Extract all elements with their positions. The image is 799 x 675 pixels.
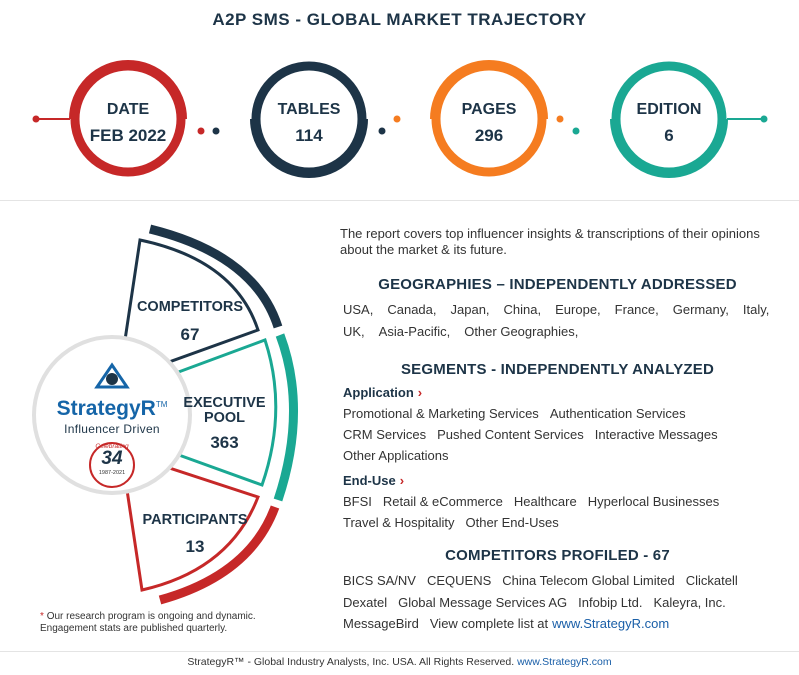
intro-text: The report covers top influencer insight… [340,226,760,257]
stat-tables-value: 114 [295,126,323,145]
stat-pages-value: 296 [474,126,504,145]
list-item: Authentication Services [549,406,686,421]
list-item: BFSI [343,494,372,509]
footer-divider [0,651,799,652]
competitors-heading: COMPETITORS PROFILED - 67 [445,547,670,564]
geo-item: France, [614,302,659,317]
segment-competitors-value: 67 [180,325,200,344]
geographies-line-2: UK, Asia-Pacific, Other Geographies, [343,324,592,339]
stat-edition-graphic [572,61,768,178]
application-row-2: CRM Services Pushed Content Services Inter… [343,427,729,442]
list-item: BICS SA/NV [343,573,416,588]
list-item: MessageBird [343,616,419,631]
geo-item: Canada, [387,302,437,317]
competitors-row-2: Dexatel Global Message Services AG Infobip… [343,595,737,610]
list-item: Promotional & Marketing Services [343,406,539,421]
geo-item: Italy, [742,302,770,317]
stat-date-value: FEB 2022 [89,126,167,145]
segment-participants-value: 13 [185,537,205,556]
logo-trademark: TM [155,400,168,409]
list-item: Travel & Hospitality [343,515,455,530]
list-item: Interactive Messages [594,427,718,442]
stat-tables-graphic [212,61,386,178]
geographies-line-1: USA, Canada, Japan, China, Europe, France, Ger… [343,302,769,317]
view-complete-text: View complete list at [429,616,549,631]
stat-edition-label: EDITION [636,101,702,118]
application-row-1: Promotional & Marketing Services Authenti… [343,406,697,421]
list-item: CRM Services [343,427,427,442]
geo-item: Germany, [672,302,729,317]
list-item: China Telecom Global Limited [502,573,675,588]
list-item: Hyperlocal Businesses [587,494,720,509]
stat-pages-label: PAGES [461,101,517,118]
chevron-right-icon: › [417,385,423,400]
segment-competitors-label: COMPETITORS [136,299,244,315]
list-item: Dexatel [343,595,388,610]
stat-pages-graphic [393,60,564,177]
footer-text: StrategyR™ - Global Industry Analysts, I… [187,656,515,668]
list-item: Retail & eCommerce [382,494,503,509]
page-title: A2P SMS - GLOBAL MARKET TRAJECTORY [212,10,587,29]
list-item: Other Applications [343,448,449,463]
note-star: * [40,611,44,622]
list-item: CEQUENS [426,573,492,588]
footer: StrategyR™ - Global Industry Analysts, I… [0,656,799,668]
segment-executive-value: 363 [210,433,239,452]
competitors-row-1: BICS SA/NV CEQUENS China Telecom Global Li… [343,573,749,588]
stat-edition-value: 6 [664,126,674,145]
application-heading: Application › [343,385,423,400]
enduse-heading: End-Use › [343,473,405,488]
list-item: Global Message Services AG [398,595,568,610]
stats-band [32,60,768,178]
seal-word: Celebrating [95,443,129,450]
enduse-row-1: BFSI Retail & eCommerce Healthcare Hyperloc… [343,494,730,509]
note-text: Our research program is ongoing and dyna… [40,611,256,634]
research-note: * Our research program is ongoing and dy… [40,611,300,635]
geo-item: Japan, [450,302,490,317]
engagement-graphic [32,224,298,605]
geo-item: UK, [343,324,365,339]
list-item: Other End-Uses [465,515,559,530]
enduse-row-2: Travel & Hospitality Other End-Uses [343,515,570,530]
list-item: Infobip Ltd. [578,595,643,610]
geographies-heading: GEOGRAPHIES – INDEPENDENTLY ADDRESSED [378,276,737,293]
geo-item: USA, [343,302,374,317]
logo-tagline: Influencer Driven [64,422,160,436]
seal-number: 34 [101,448,123,469]
geo-item: Asia-Pacific, [378,324,451,339]
list-item: Clickatell [685,573,738,588]
geo-item: China, [503,302,542,317]
application-row-3: Other Applications [343,448,460,463]
logo-circle [32,335,192,495]
stat-tables-label: TABLES [277,101,341,118]
chevron-right-icon: › [399,473,405,488]
competitors-row-3: MessageBird View complete list at www.Stra… [343,616,669,631]
seal-years: 1987-2021 [98,470,126,476]
outer-arcs [148,224,298,605]
list-item: Healthcare [513,494,577,509]
list-item: Pushed Content Services [437,427,584,442]
view-complete-link[interactable]: www.StrategyR.com [552,616,670,631]
stat-date-graphic [32,60,205,177]
footer-link[interactable]: www.StrategyR.com [517,656,612,668]
segment-executive-label-2: POOL [203,410,246,426]
segment-executive-label: EXECUTIVE [183,395,266,411]
segment-participants-label: PARTICIPANTS [142,512,248,528]
geo-item: Other Geographies, [464,324,579,339]
segments-heading: SEGMENTS - INDEPENDENTLY ANALYZED [400,361,715,378]
divider [0,200,799,201]
logo-brand: StrategyRTM [56,397,168,420]
list-item: Kaleyra, Inc. [653,595,726,610]
geo-item: Europe, [555,302,601,317]
stat-date-label: DATE [106,101,150,118]
